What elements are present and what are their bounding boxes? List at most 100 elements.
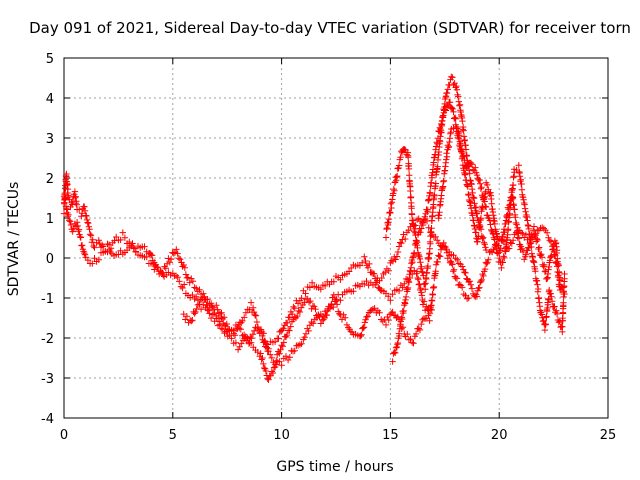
x-tick-label: 25 bbox=[600, 428, 617, 443]
data-point bbox=[434, 135, 442, 142]
data-point bbox=[78, 242, 86, 249]
data-point bbox=[443, 153, 451, 160]
data-point bbox=[382, 269, 389, 276]
data-point bbox=[218, 325, 225, 332]
data-point bbox=[207, 300, 215, 307]
data-point bbox=[389, 308, 396, 316]
data-point bbox=[342, 314, 349, 321]
data-point bbox=[337, 297, 344, 304]
data-point bbox=[540, 263, 547, 270]
data-point bbox=[392, 344, 400, 351]
data-point bbox=[402, 293, 410, 301]
data-point bbox=[72, 193, 79, 200]
data-point bbox=[305, 299, 313, 306]
data-point bbox=[237, 326, 244, 333]
data-point bbox=[75, 226, 83, 233]
series-PRN-c bbox=[180, 290, 435, 368]
data-point bbox=[66, 217, 73, 224]
data-point bbox=[74, 222, 81, 230]
data-point bbox=[280, 339, 287, 346]
y-tick-label: 5 bbox=[46, 52, 54, 67]
data-point bbox=[291, 305, 298, 312]
data-point bbox=[448, 73, 455, 80]
data-point bbox=[561, 290, 568, 298]
data-point bbox=[418, 263, 425, 270]
data-point bbox=[443, 246, 450, 253]
data-point bbox=[153, 264, 161, 271]
data-point bbox=[426, 305, 434, 313]
data-point bbox=[467, 199, 474, 206]
data-point bbox=[95, 256, 102, 263]
data-point bbox=[260, 360, 267, 368]
data-point bbox=[424, 262, 432, 270]
data-point bbox=[147, 251, 155, 258]
data-point bbox=[546, 286, 553, 294]
data-point bbox=[312, 305, 319, 313]
data-point bbox=[518, 245, 526, 252]
data-point bbox=[385, 215, 393, 223]
data-point bbox=[280, 325, 287, 332]
y-axis-label: SDTVAR / TECUs bbox=[6, 182, 22, 297]
data-point bbox=[208, 303, 216, 310]
data-point bbox=[305, 327, 312, 335]
data-point bbox=[391, 187, 398, 194]
data-point bbox=[400, 231, 407, 238]
data-point bbox=[407, 187, 414, 195]
data-point bbox=[502, 248, 509, 255]
data-point bbox=[330, 291, 337, 299]
data-point bbox=[301, 334, 308, 341]
data-point bbox=[459, 153, 466, 161]
data-point bbox=[417, 259, 424, 266]
data-point bbox=[415, 281, 423, 288]
data-point bbox=[466, 278, 473, 285]
data-point bbox=[177, 256, 184, 263]
data-point bbox=[529, 227, 537, 234]
chart-title: Day 091 of 2021, Sidereal Day-to-day VTE… bbox=[29, 19, 631, 37]
data-point bbox=[492, 241, 499, 248]
data-point bbox=[424, 206, 431, 213]
data-point bbox=[455, 93, 462, 100]
data-point bbox=[532, 268, 539, 275]
data-point bbox=[449, 74, 456, 81]
data-point bbox=[399, 284, 406, 291]
data-point bbox=[397, 154, 404, 161]
data-point bbox=[338, 316, 346, 323]
data-point bbox=[358, 331, 365, 338]
data-point bbox=[438, 117, 446, 125]
data-point bbox=[477, 277, 485, 285]
data-point bbox=[530, 223, 538, 230]
data-point bbox=[514, 234, 521, 241]
data-point bbox=[525, 244, 533, 252]
data-point bbox=[176, 278, 183, 285]
data-point bbox=[437, 125, 444, 133]
data-point bbox=[392, 256, 399, 263]
data-point bbox=[278, 362, 285, 369]
data-point bbox=[440, 112, 447, 119]
data-point bbox=[320, 316, 327, 323]
data-point bbox=[160, 271, 167, 279]
data-point bbox=[454, 256, 461, 263]
data-point bbox=[480, 272, 487, 280]
data-point bbox=[276, 350, 283, 357]
data-point bbox=[350, 288, 357, 295]
data-point bbox=[231, 332, 239, 339]
data-markers bbox=[60, 73, 568, 383]
data-point bbox=[221, 314, 228, 321]
data-point bbox=[421, 281, 428, 288]
data-point bbox=[405, 227, 412, 234]
data-point bbox=[412, 240, 419, 247]
data-point bbox=[415, 325, 422, 332]
data-point bbox=[491, 220, 498, 228]
data-point bbox=[191, 310, 198, 317]
data-point bbox=[253, 318, 261, 326]
data-point bbox=[67, 221, 75, 229]
data-point bbox=[193, 293, 200, 300]
y-tick-label: 4 bbox=[46, 92, 54, 107]
data-point bbox=[333, 301, 341, 308]
data-point bbox=[459, 284, 466, 291]
data-point bbox=[364, 313, 371, 320]
data-point bbox=[119, 229, 126, 236]
data-point bbox=[269, 369, 277, 377]
data-point bbox=[388, 204, 395, 212]
